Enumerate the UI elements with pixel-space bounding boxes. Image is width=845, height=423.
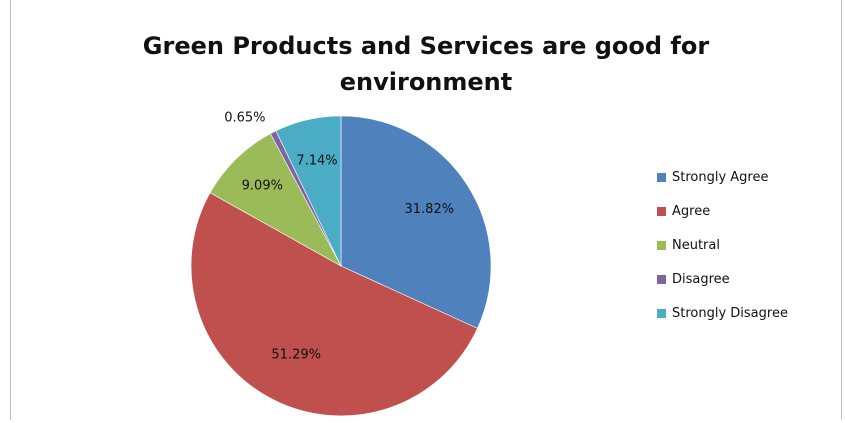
legend-item-disagree: Disagree [657,262,837,296]
legend-label: Disagree [672,271,730,287]
chart-title-line-2: environment [339,68,513,96]
legend-label: Strongly Disagree [672,305,788,321]
chart-title: Green Products and Services are good for… [11,28,841,100]
legend-swatch [657,240,666,250]
legend-item-strongly-disagree: Strongly Disagree [657,296,837,330]
legend-label: Neutral [672,237,720,253]
pie-slice-agree [190,192,478,417]
legend-item-agree: Agree [657,194,837,228]
legend-swatch [657,172,666,182]
pie-slice-strongly-disagree [275,115,342,267]
chart-legend: Strongly Agree Agree Neutral Disagree Strong… [657,160,837,330]
data-label-strongly-disagree: 7.14% [296,154,337,169]
data-label-strongly-agree: 31.82% [405,202,455,217]
legend-label: Agree [672,203,711,219]
legend-swatch [657,308,666,318]
data-label-neutral: 9.09% [242,179,283,194]
pie-slice-strongly-agree [340,115,492,329]
data-label-agree: 51.29% [271,347,321,362]
legend-label: Strongly Agree [672,169,769,185]
legend-swatch [657,274,666,284]
legend-item-neutral: Neutral [657,228,837,262]
data-label-disagree: 0.65% [224,110,265,125]
chart-title-line-1: Green Products and Services are good for [142,32,710,60]
legend-item-strongly-agree: Strongly Agree [657,160,837,194]
legend-swatch [657,206,666,216]
pie-slice-neutral [209,133,342,267]
